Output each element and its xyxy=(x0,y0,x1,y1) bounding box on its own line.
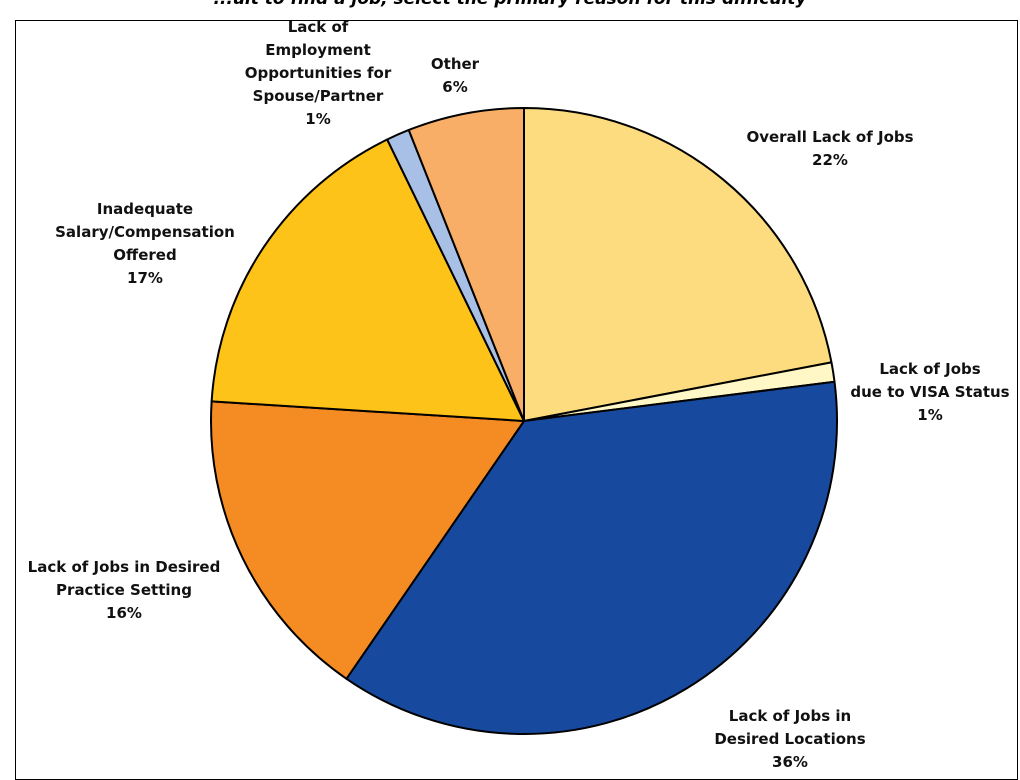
label-inadequate-salary: Inadequate Salary/Compensation Offered 1… xyxy=(55,200,235,287)
label-spouse-partner: Lack of Employment Opportunities for Spo… xyxy=(244,18,392,128)
label-practice-setting: Lack of Jobs in Desired Practice Setting… xyxy=(27,558,221,622)
pie-slice-overall-lack-of-jobs xyxy=(523,107,833,422)
label-desired-locations: Lack of Jobs in Desired Locations 36% xyxy=(714,707,866,771)
label-other: Other 6% xyxy=(430,55,480,96)
pie-slice-lack-of-jobs-in-desired-practice-setting xyxy=(210,400,525,680)
chart-title: ...ult to find a job, select the primary… xyxy=(0,0,1020,10)
pie-slice-lack-of-jobs-in-desired-locations xyxy=(345,380,838,735)
label-overall-lack-of-jobs: Overall Lack of Jobs 22% xyxy=(746,128,914,169)
pie-slice-inadequate-salary-compensation-offered xyxy=(210,138,525,422)
label-visa-status: Lack of Jobs due to VISA Status 1% xyxy=(850,360,1010,424)
pie-slice-other xyxy=(407,107,525,422)
